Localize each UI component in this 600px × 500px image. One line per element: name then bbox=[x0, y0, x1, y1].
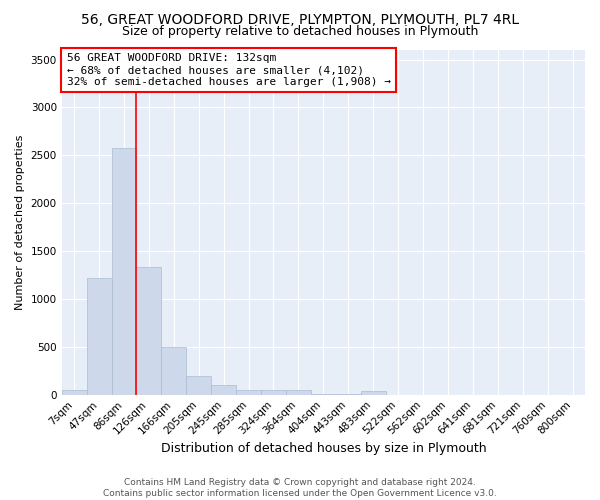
Bar bbox=[186, 376, 211, 394]
Y-axis label: Number of detached properties: Number of detached properties bbox=[15, 134, 25, 310]
X-axis label: Distribution of detached houses by size in Plymouth: Distribution of detached houses by size … bbox=[161, 442, 486, 455]
Bar bbox=[112, 148, 136, 394]
Bar bbox=[62, 390, 86, 394]
Bar bbox=[211, 385, 236, 394]
Text: Size of property relative to detached houses in Plymouth: Size of property relative to detached ho… bbox=[122, 25, 478, 38]
Bar bbox=[361, 391, 386, 394]
Bar bbox=[261, 390, 286, 394]
Text: 56 GREAT WOODFORD DRIVE: 132sqm
← 68% of detached houses are smaller (4,102)
32%: 56 GREAT WOODFORD DRIVE: 132sqm ← 68% of… bbox=[67, 54, 391, 86]
Text: 56, GREAT WOODFORD DRIVE, PLYMPTON, PLYMOUTH, PL7 4RL: 56, GREAT WOODFORD DRIVE, PLYMPTON, PLYM… bbox=[81, 12, 519, 26]
Bar bbox=[136, 268, 161, 394]
Text: Contains HM Land Registry data © Crown copyright and database right 2024.
Contai: Contains HM Land Registry data © Crown c… bbox=[103, 478, 497, 498]
Bar bbox=[236, 390, 261, 394]
Bar bbox=[86, 278, 112, 394]
Bar bbox=[286, 390, 311, 394]
Bar bbox=[161, 347, 186, 395]
